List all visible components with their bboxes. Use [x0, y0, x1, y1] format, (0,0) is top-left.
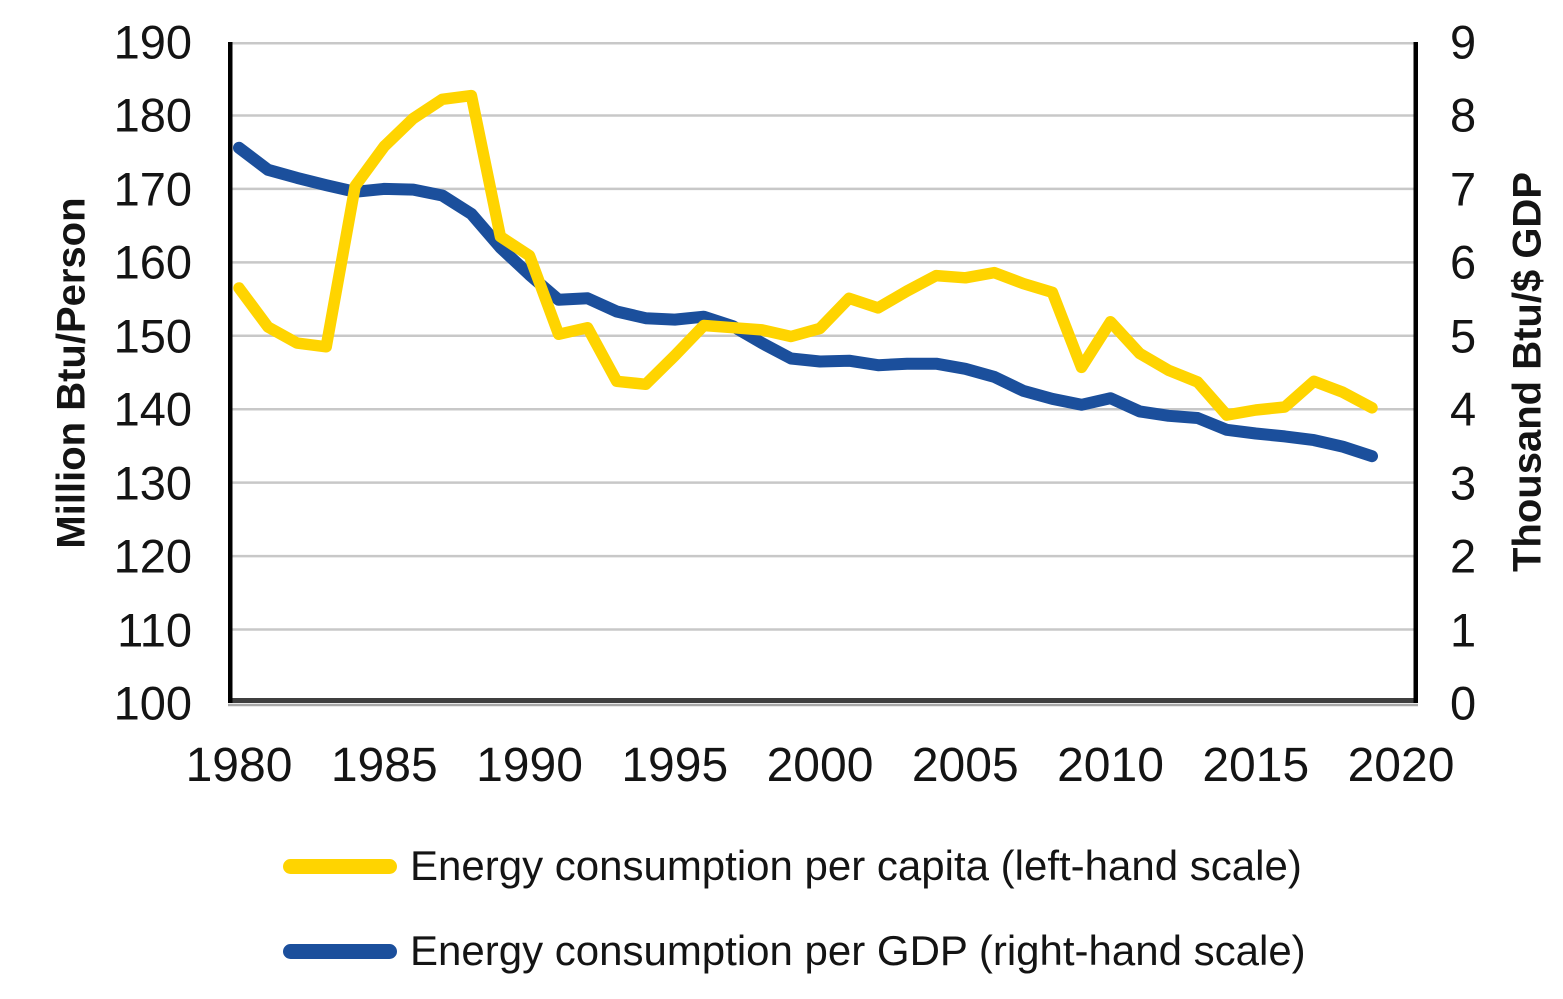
left-tick-100: 100	[113, 676, 192, 730]
per-gdp-line-swatch	[283, 943, 397, 959]
plot-svg	[228, 42, 1418, 707]
right-tick-5: 5	[1450, 309, 1477, 363]
per-capita-line-swatch	[283, 858, 397, 874]
plot-area	[228, 42, 1418, 707]
legend-item-per-gdp: Energy consumption per GDP (right-hand s…	[283, 929, 1306, 973]
right-tick-3: 3	[1450, 456, 1477, 510]
right-tick-2: 2	[1450, 529, 1477, 583]
x-tick-2010: 2010	[1057, 739, 1164, 792]
series-line-per-gdp	[233, 141, 1378, 463]
x-tick-1990: 1990	[476, 739, 583, 792]
legend-label-per-capita: Energy consumption per capita (left-hand…	[410, 842, 1302, 889]
right-tick-0: 0	[1450, 676, 1477, 730]
left-tick-170: 170	[113, 162, 192, 216]
right-axis-title: Thousand Btu/$ GDP	[1505, 172, 1550, 572]
legend-label-per-gdp: Energy consumption per GDP (right-hand s…	[410, 927, 1306, 974]
left-tick-110: 110	[117, 603, 192, 657]
left-tick-130: 130	[113, 456, 192, 510]
right-tick-4: 4	[1450, 382, 1477, 436]
left-tick-140: 140	[113, 382, 192, 436]
legend-item-per-capita: Energy consumption per capita (left-hand…	[283, 844, 1302, 888]
right-tick-8: 8	[1450, 88, 1477, 142]
left-tick-150: 150	[113, 309, 192, 363]
right-tick-7: 7	[1450, 162, 1477, 216]
right-tick-9: 9	[1450, 15, 1477, 69]
series-line-per-capita	[233, 89, 1378, 421]
x-tick-2000: 2000	[766, 739, 874, 792]
left-tick-120: 120	[113, 529, 192, 583]
right-tick-1: 1	[1450, 603, 1477, 657]
x-tick-2020: 2020	[1347, 739, 1455, 792]
left-tick-180: 180	[113, 88, 192, 142]
x-tick-1980: 1980	[185, 739, 293, 792]
left-tick-190: 190	[113, 15, 192, 69]
x-tick-2015: 2015	[1202, 739, 1310, 792]
left-tick-160: 160	[113, 235, 192, 289]
x-tick-2005: 2005	[911, 739, 1019, 792]
x-tick-1985: 1985	[330, 739, 438, 792]
x-tick-1995: 1995	[621, 739, 729, 792]
right-tick-6: 6	[1450, 235, 1477, 289]
